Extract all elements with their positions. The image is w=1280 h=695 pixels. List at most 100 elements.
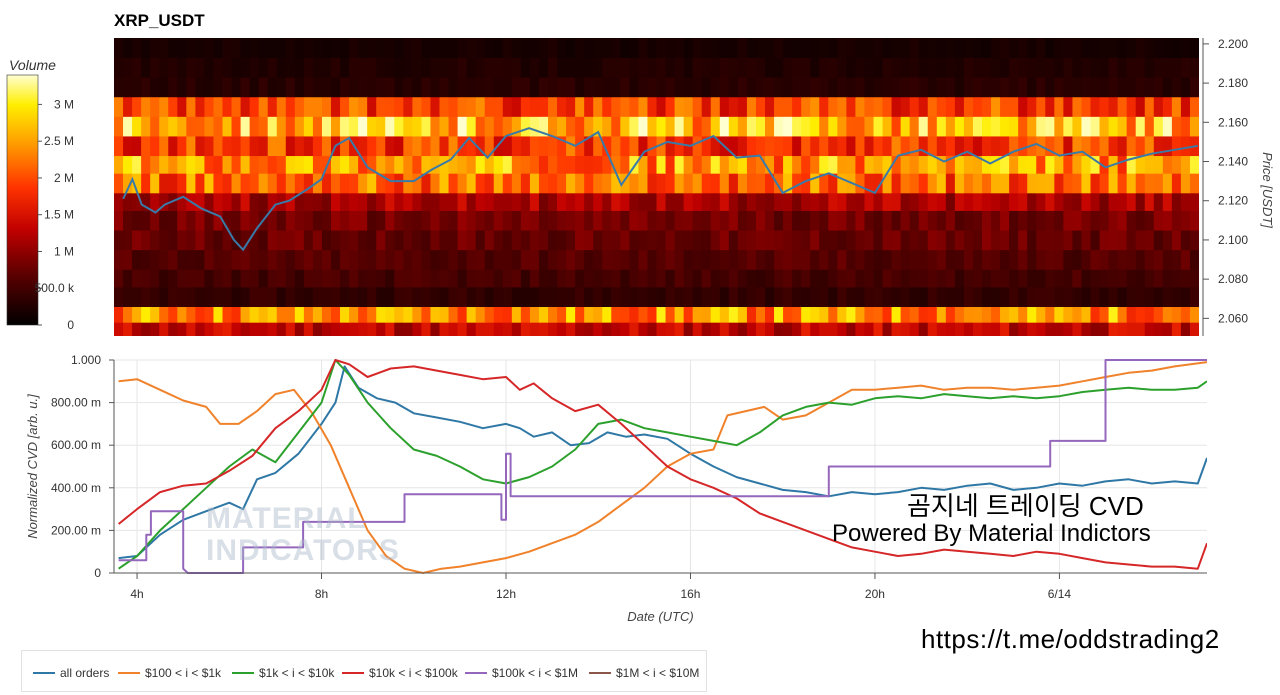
heatmap-cell (448, 249, 459, 270)
heatmap-cell (258, 38, 269, 59)
heatmap-cell (755, 96, 766, 117)
heatmap-cell (1099, 77, 1110, 98)
heatmap-cell (430, 322, 441, 336)
heatmap-cell (918, 155, 929, 174)
heatmap-cell (529, 230, 540, 251)
cvd-line-all-orders (118, 365, 1207, 560)
heatmap-cell (891, 57, 902, 78)
heatmap-cell (846, 306, 857, 323)
heatmap-cell (195, 322, 206, 336)
heatmap-cell (132, 155, 142, 174)
legend-item[interactable]: $100k < i < $1M (465, 666, 578, 680)
heatmap-cell (1045, 38, 1055, 59)
heatmap-cell (376, 136, 386, 157)
heatmap-cell (1027, 192, 1037, 211)
heatmap-cell (1045, 173, 1055, 194)
heatmap-cell (114, 173, 124, 194)
heatmap-cell (1000, 269, 1010, 288)
heatmap-cell (566, 173, 576, 194)
heatmap-cell (367, 286, 377, 307)
heatmap-cell (665, 77, 676, 98)
heatmap-cell (891, 230, 902, 251)
heatmap-cell (1153, 306, 1164, 323)
heatmap-cell (466, 286, 477, 307)
heatmap-cell (891, 306, 902, 323)
watermark-logo: MATERIAL INDICATORS (206, 503, 400, 567)
heatmap-cell (855, 286, 866, 307)
heatmap-cell (204, 136, 215, 157)
heatmap-cell (1063, 306, 1074, 323)
heatmap-cell (1045, 57, 1055, 78)
heatmap-cell (1063, 173, 1074, 194)
heatmap-cell (1018, 96, 1028, 117)
heatmap-cell (1180, 210, 1191, 231)
heatmap-cell (629, 306, 640, 323)
heatmap-cell (837, 286, 847, 307)
legend-item[interactable]: all orders (33, 666, 109, 680)
heatmap-cell (249, 96, 260, 117)
heatmap-cell (629, 136, 640, 157)
heatmap-cell (1072, 96, 1083, 117)
heatmap-cell (936, 77, 947, 98)
heatmap-cell (1135, 57, 1146, 78)
heatmap-cell (584, 269, 594, 288)
heatmap-cell (276, 210, 287, 231)
heatmap-cell (123, 38, 133, 59)
heatmap-cell (1117, 155, 1128, 174)
heatmap-cell (638, 230, 649, 251)
legend-item[interactable]: $1M < i < $10M (589, 666, 699, 680)
heatmap-cell (367, 173, 377, 194)
heatmap-cell (258, 57, 269, 78)
legend-item[interactable]: $100 < i < $1k (118, 666, 221, 680)
heatmap-cell (575, 269, 585, 288)
heatmap-cell (674, 322, 685, 336)
heatmap-cell (1135, 306, 1146, 323)
heatmap-cell (168, 230, 178, 251)
heatmap-cell (294, 116, 305, 137)
heatmap-cell (303, 136, 314, 157)
heatmap-cell (394, 77, 404, 98)
legend-item[interactable]: $1k < i < $10k (232, 666, 334, 680)
heatmap-cell (367, 306, 377, 323)
heatmap-cell (312, 77, 323, 98)
heatmap-cell (918, 57, 929, 78)
overlay-url[interactable]: https://t.me/oddstrading2 (921, 624, 1220, 654)
heatmap-cell (403, 230, 413, 251)
heatmap-cell (584, 116, 594, 137)
heatmap-cell (331, 286, 341, 307)
heatmap-cell (484, 96, 495, 117)
heatmap-cell (294, 96, 305, 117)
heatmap-cell (421, 230, 432, 251)
heatmap-cell (593, 269, 603, 288)
heatmap-cell (285, 173, 296, 194)
heatmap-cell (1090, 322, 1101, 336)
heatmap-cell (457, 286, 468, 307)
heatmap-cell (195, 249, 206, 270)
heatmap-cell (475, 269, 486, 288)
heatmap-cell (864, 57, 875, 78)
heatmap-cell (177, 286, 187, 307)
heatmap-cell (819, 38, 829, 59)
heatmap-cell (448, 286, 459, 307)
heatmap-cell (1180, 269, 1191, 288)
heatmap-cell (276, 38, 287, 59)
heatmap-cell (755, 192, 766, 211)
heatmap-cell (765, 173, 775, 194)
heatmap-cell (412, 57, 423, 78)
heatmap-cell (846, 136, 857, 157)
heatmap-cell (864, 249, 875, 270)
heatmap-cell (801, 57, 811, 78)
heatmap-cell (1180, 249, 1191, 270)
heatmap-cell (1108, 38, 1119, 59)
heatmap-cell (1099, 192, 1110, 211)
heatmap-cell (1162, 38, 1173, 59)
legend-item[interactable]: $10k < i < $100k (342, 666, 458, 680)
heatmap-cell (1180, 173, 1191, 194)
heatmap-cell (457, 57, 468, 78)
heatmap-cell (204, 210, 215, 231)
heatmap-cell (1171, 249, 1182, 270)
heatmap-cell (746, 249, 757, 270)
heatmap-cell (439, 136, 450, 157)
heatmap-cell (575, 38, 585, 59)
